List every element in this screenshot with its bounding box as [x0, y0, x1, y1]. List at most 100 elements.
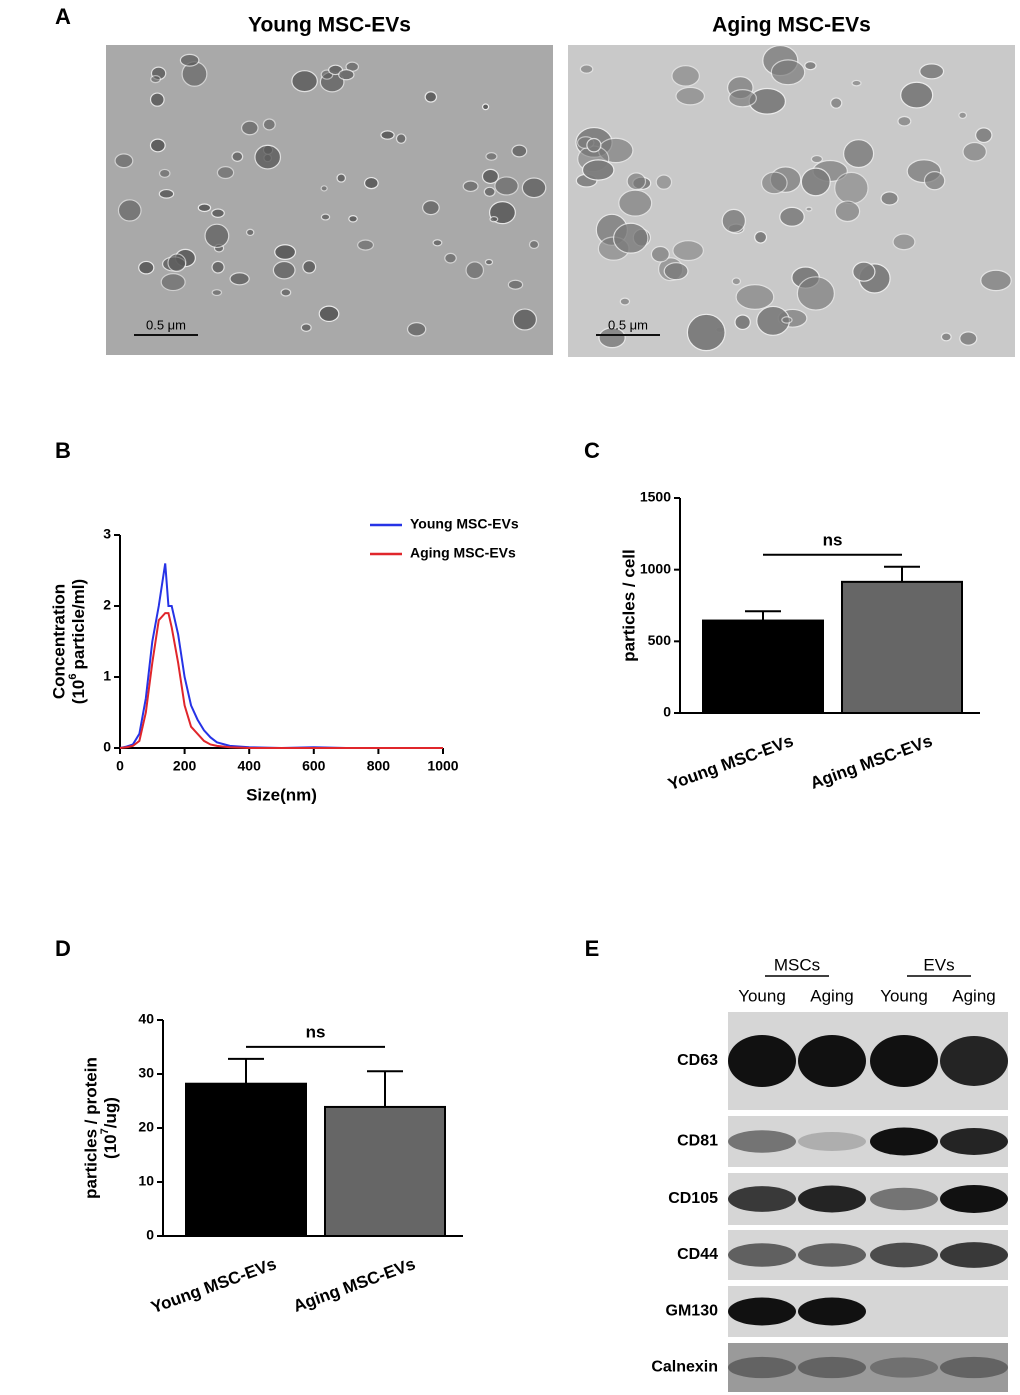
vesicle — [612, 222, 649, 254]
vesicle — [834, 171, 869, 205]
vesicle — [422, 200, 440, 216]
blot-band — [728, 1243, 796, 1267]
vesicle — [357, 239, 375, 251]
blot-band — [728, 1297, 796, 1326]
vesicle — [958, 111, 968, 120]
blot-group: EVs — [923, 955, 954, 974]
micrograph: 0.5 μm — [568, 44, 1015, 357]
blot-row-label: CD44 — [677, 1246, 718, 1263]
label-sup: 7 — [99, 1128, 111, 1134]
vesicle — [462, 180, 479, 193]
vesicle — [760, 171, 788, 195]
y-axis-label: Concentration — [49, 584, 68, 699]
blot-row-label: Calnexin — [651, 1359, 718, 1376]
vesicle — [675, 86, 706, 106]
vesicle — [424, 91, 438, 103]
vesicle — [581, 159, 615, 181]
blot-band — [940, 1356, 1008, 1379]
y-tick-label: 0 — [663, 704, 671, 720]
blot-band — [870, 1357, 938, 1378]
blot-row-label: CD63 — [677, 1052, 718, 1069]
vesicle — [851, 79, 862, 87]
panel-label: A — [55, 4, 71, 29]
x-tick-label: Young MSC-EVs — [665, 731, 795, 794]
vesicle — [626, 172, 647, 191]
vesicle — [598, 327, 626, 349]
vesicle — [672, 240, 705, 262]
micrograph-bg — [106, 45, 553, 355]
vesicle — [338, 69, 355, 81]
vesicle — [302, 260, 317, 274]
vesicle — [959, 331, 978, 346]
vesicle — [586, 137, 602, 153]
vesicle — [671, 65, 701, 87]
bar — [841, 580, 963, 714]
blot-band — [798, 1131, 866, 1152]
blot-strip — [728, 1343, 1008, 1392]
vesicle — [852, 261, 876, 282]
vesicle — [149, 92, 165, 107]
vesicle — [940, 332, 952, 342]
vesicle — [521, 177, 547, 199]
vesicle — [489, 215, 499, 223]
x-tick-label: 1000 — [427, 758, 458, 774]
vesicle — [805, 206, 813, 212]
blot-band — [728, 1130, 796, 1153]
x-tick-label: 600 — [302, 758, 326, 774]
bar — [702, 619, 824, 714]
x-tick-label: 400 — [238, 758, 262, 774]
vesicle — [843, 139, 875, 169]
error-bar — [884, 565, 920, 582]
vesicle — [721, 208, 747, 234]
line-series — [119, 563, 443, 750]
blot-band — [728, 1356, 796, 1379]
vesicle — [231, 151, 244, 162]
lane-label: Aging — [952, 986, 995, 1005]
vesicle — [138, 260, 155, 275]
vesicle — [484, 258, 494, 266]
vesicle — [336, 173, 347, 183]
lane-label: Young — [880, 986, 928, 1005]
lane-label: Aging — [810, 986, 853, 1005]
vesicle — [507, 279, 524, 290]
blot-band — [940, 1036, 1008, 1086]
vesicle — [650, 245, 670, 263]
blot-band — [870, 1242, 938, 1268]
vesicle — [320, 213, 331, 221]
vesicle — [481, 103, 490, 111]
vesicle — [980, 269, 1012, 292]
vesicle — [728, 89, 757, 108]
legend-label: Aging MSC-EVs — [410, 545, 516, 561]
scale-label: 0.5 μm — [608, 317, 648, 332]
vesicle — [830, 97, 843, 109]
panel-label: B — [55, 438, 71, 463]
line-series — [119, 612, 443, 749]
blot-band — [870, 1127, 938, 1156]
significance-label: ns — [823, 530, 843, 549]
x-tick-label: 200 — [173, 758, 197, 774]
vesicle — [240, 120, 259, 136]
error-bar — [745, 610, 781, 621]
vesicle — [149, 138, 166, 153]
legend-label: Young MSC-EVs — [410, 516, 519, 532]
vesicle — [619, 297, 631, 306]
micrograph-title: Young MSC-EVs — [248, 14, 411, 37]
y-tick-label: 500 — [648, 632, 672, 648]
vesicle — [348, 214, 358, 223]
blot-band — [940, 1242, 1008, 1268]
vesicle — [395, 133, 407, 144]
vesicle — [800, 167, 831, 197]
y-tick-label: 3 — [103, 526, 111, 542]
vesicle — [731, 277, 742, 286]
vesicle — [254, 144, 282, 170]
vesicle — [274, 244, 297, 260]
panel-label: C — [584, 438, 600, 463]
vesicle — [734, 314, 751, 331]
blot-band — [728, 1035, 796, 1087]
vesicle — [300, 323, 312, 332]
vesicle — [975, 127, 993, 144]
vesicle — [291, 70, 318, 93]
vesicle — [655, 174, 673, 190]
blot-band — [940, 1128, 1008, 1155]
blot-band — [798, 1243, 866, 1267]
